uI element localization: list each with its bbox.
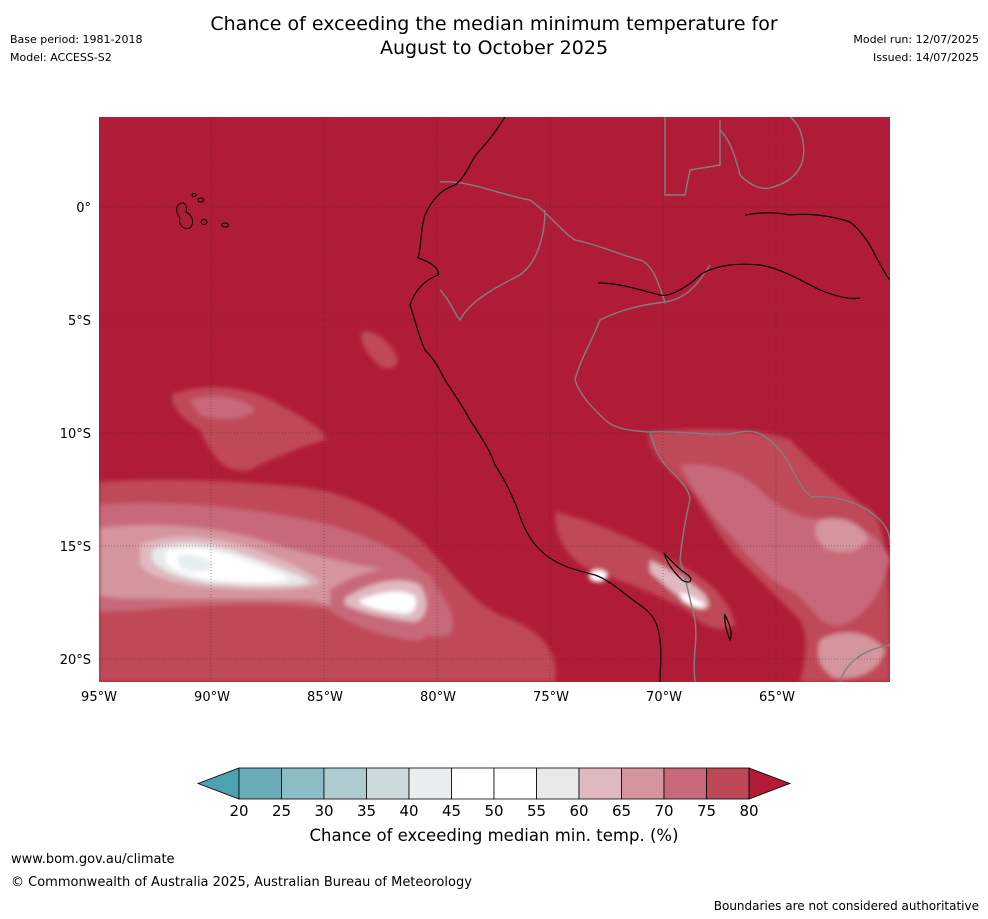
- colorbar-tick-label: 45: [442, 802, 461, 820]
- country-borders: [439, 117, 890, 682]
- colorbar-segment: [281, 767, 325, 800]
- website-link[interactable]: www.bom.gov.au/climate: [11, 852, 175, 867]
- colorbar-tick-label: 35: [357, 802, 376, 820]
- colorbar-tick-label: 80: [739, 802, 758, 820]
- colorbar-tick-label: 65: [612, 802, 631, 820]
- boundary-disclaimer: Boundaries are not considered authoritat…: [713, 899, 979, 913]
- contour-50-e: [680, 592, 705, 608]
- contour-45: [177, 554, 215, 573]
- colorbar-segment: [706, 767, 750, 800]
- longitude-labels: 95°W 90°W 85°W 80°W 75°W 70°W 65°W: [81, 690, 795, 705]
- model-name: Model: ACCESS-S2: [10, 51, 112, 64]
- colorbar-high-extend: [748, 767, 792, 800]
- galapagos-islands: [176, 193, 229, 229]
- probability-contours: [99, 331, 890, 682]
- colorbar-segments: [238, 767, 750, 800]
- contour-75-d: [361, 331, 398, 369]
- lon-label: 75°W: [533, 690, 569, 705]
- colorbar-tick-label: 30: [314, 802, 333, 820]
- run-info: Model run: 12/07/2025 Issued: 14/07/2025: [853, 31, 979, 67]
- colorbar-segment: [451, 767, 495, 800]
- colorbar-low-extend: [196, 767, 240, 800]
- graticule: [99, 117, 890, 682]
- lon-label: 70°W: [646, 690, 682, 705]
- colorbar-tick-label: 75: [697, 802, 716, 820]
- colorbar-tick-label: 25: [272, 802, 291, 820]
- colorbar-segment: [536, 767, 580, 800]
- colorbar-segment: [493, 767, 537, 800]
- colorbar-segment: [238, 767, 282, 800]
- lat-label: 0°: [76, 201, 91, 216]
- colorbar-tick-label: 50: [484, 802, 503, 820]
- colorbar-tick-label: 40: [399, 802, 418, 820]
- model-info: Base period: 1981-2018 Model: ACCESS-S2: [10, 31, 142, 67]
- colorbar-tick-label: 20: [229, 802, 248, 820]
- map-title: Chance of exceeding the median minimum t…: [0, 12, 988, 60]
- lat-label: 20°S: [60, 653, 91, 668]
- title-line-1: Chance of exceeding the median minimum t…: [210, 13, 778, 35]
- copyright: © Commonwealth of Australia 2025, Austra…: [11, 875, 472, 890]
- colorbar-ticks: 20 25 30 35 40 45 50 55 60 65 70 75 80: [229, 802, 758, 820]
- lon-label: 90°W: [194, 690, 230, 705]
- colorbar-tick-label: 70: [654, 802, 673, 820]
- lat-label: 10°S: [60, 427, 91, 442]
- colorbar: 20 25 30 35 40 45 50 55 60 65 70 75 80: [196, 767, 792, 820]
- colorbar-tick-label: 55: [527, 802, 546, 820]
- colorbar-segment: [621, 767, 665, 800]
- coastlines: [409, 117, 890, 682]
- colorbar-segment: [323, 767, 367, 800]
- lon-label: 85°W: [307, 690, 343, 705]
- lat-label: 5°S: [68, 314, 91, 329]
- title-line-2: August to October 2025: [379, 37, 609, 59]
- lon-label: 65°W: [759, 690, 795, 705]
- lat-label: 15°S: [60, 540, 91, 555]
- contour-65-g: [815, 518, 868, 552]
- latitude-labels: 0° 5°S 10°S 15°S 20°S: [60, 201, 91, 668]
- colorbar-segment: [408, 767, 452, 800]
- contour-50-b: [360, 591, 416, 614]
- contour-60-e: [650, 560, 709, 610]
- colorbar-segment: [578, 767, 622, 800]
- model-run-date: Model run: 12/07/2025: [853, 33, 979, 46]
- contour-70-c: [190, 396, 255, 420]
- lon-label: 80°W: [420, 690, 456, 705]
- base-period: Base period: 1981-2018: [10, 33, 143, 46]
- lon-label: 95°W: [81, 690, 117, 705]
- map-area: [99, 117, 890, 682]
- colorbar-title: Chance of exceeding median min. temp. (%…: [309, 826, 679, 845]
- issued-date: Issued: 14/07/2025: [872, 51, 979, 64]
- contour-70-g: [680, 464, 890, 626]
- colorbar-tick-label: 60: [569, 802, 588, 820]
- contour-65-h: [818, 632, 885, 679]
- colorbar-segment: [366, 767, 410, 800]
- colorbar-segment: [663, 767, 707, 800]
